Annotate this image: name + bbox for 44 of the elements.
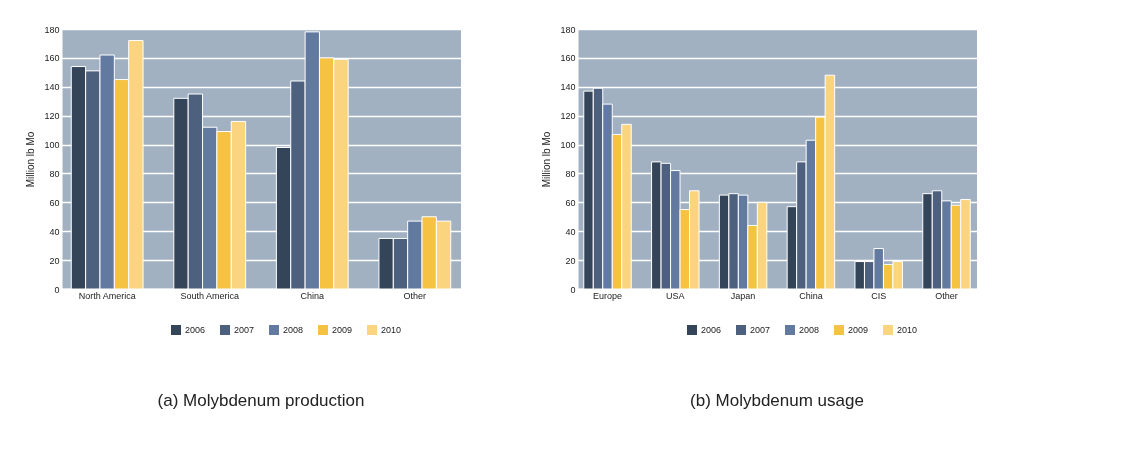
y-tick-label: 140 [560,82,576,93]
y-tick-label: 160 [560,53,576,64]
y-tick-label: 60 [49,197,60,208]
y-tick-label: 80 [49,168,60,179]
y-tick-label: 160 [44,53,60,64]
legend-label: 2008 [283,325,304,335]
legend-label: 2010 [381,325,402,335]
y-tick-label: 0 [570,284,576,295]
y-tick-label: 20 [565,255,576,266]
y-tick-label: 100 [44,140,60,151]
text: (a) Molybdenum production [157,391,365,410]
y-tick-label: 0 [54,284,60,295]
y-axis-title: Million lb Mo [25,131,37,188]
y-tick-label: 40 [49,226,60,237]
y-tick-label: 180 [560,24,576,35]
x-tick-label: China [799,290,823,301]
legend-label: 2009 [848,325,869,335]
y-tick-label: 120 [560,111,576,122]
y-tick-label: 20 [49,255,60,266]
x-tick-label: Other [403,290,427,301]
y-tick-label: 120 [44,111,60,122]
legend-label: 2007 [750,325,771,335]
legend-label: 2008 [799,325,820,335]
y-tick-label: 140 [44,82,60,93]
y-tick-label: 100 [560,140,576,151]
x-tick-label: CIS [871,290,887,301]
y-tick-label: 80 [565,168,576,179]
x-tick-label: North America [78,290,136,301]
text: (b) Molybdenum usage [690,391,864,410]
y-tick-label: 60 [565,197,576,208]
legend-label: 2006 [185,325,206,335]
x-tick-label: South America [180,290,239,301]
x-tick-label: USA [666,290,685,301]
x-tick-label: China [300,290,325,301]
x-tick-label: Other [935,290,958,301]
legend-label: 2007 [234,325,255,335]
x-tick-label: Japan [730,290,756,301]
x-tick-label: Europe [592,290,623,301]
y-tick-label: 40 [565,226,576,237]
legend-label: 2010 [897,325,918,335]
y-axis-title: Million lb Mo [541,131,553,188]
y-tick-label: 180 [44,24,60,35]
legend-label: 2009 [332,325,353,335]
legend-label: 2006 [701,325,722,335]
